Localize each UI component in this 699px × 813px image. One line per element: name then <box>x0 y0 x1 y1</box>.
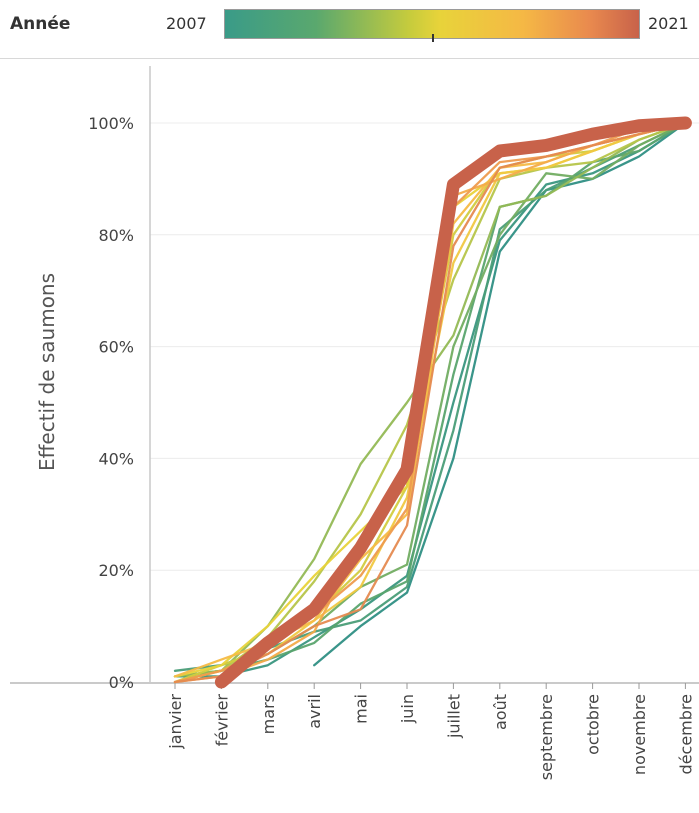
series-line-2021[interactable] <box>214 116 692 689</box>
x-tick-label: juillet <box>444 694 463 739</box>
x-tick-label: août <box>491 694 510 730</box>
x-tick-label: mars <box>259 694 278 734</box>
y-tick-label: 60% <box>98 338 134 357</box>
x-tick-label: avril <box>305 694 324 729</box>
y-axis-label: Effectif de saumons <box>35 273 59 471</box>
y-tick-label: 0% <box>109 673 134 692</box>
series-line-2015[interactable] <box>173 121 687 678</box>
series-line-2013[interactable] <box>173 121 687 684</box>
x-tick-labels: janvier février mars avril mai juin juillet aoû… <box>166 683 695 780</box>
legend-title: Année <box>10 14 71 34</box>
x-tick-label: mai <box>352 694 371 724</box>
x-tick-label: octobre <box>584 694 603 755</box>
series-line-2012[interactable] <box>173 121 687 678</box>
series-line-2011[interactable] <box>173 121 687 678</box>
y-tick-label: 40% <box>98 449 134 468</box>
x-tick-label: février <box>212 694 231 747</box>
series-line-2014[interactable] <box>173 121 687 684</box>
color-legend: Année 2007 2021 <box>0 0 699 60</box>
y-tick-label: 20% <box>98 561 134 580</box>
y-tick-label: 100% <box>88 114 134 133</box>
series-line-2009[interactable] <box>173 121 687 672</box>
legend-divider <box>0 58 699 59</box>
legend-max-label: 2021 <box>648 14 689 33</box>
series-line-2007[interactable] <box>313 121 687 667</box>
series-line-2017[interactable] <box>173 121 687 678</box>
x-tick-label: janvier <box>166 694 185 750</box>
series-lines <box>173 116 692 689</box>
x-tick-label: novembre <box>630 694 649 775</box>
x-tick-label: septembre <box>537 694 556 780</box>
legend-min-label: 2007 <box>166 14 207 33</box>
series-line-2008[interactable] <box>173 121 687 678</box>
series-line-2018[interactable] <box>173 121 687 684</box>
x-tick-label: juin <box>398 694 417 724</box>
series-line-2010[interactable] <box>173 121 687 678</box>
series-line-2019[interactable] <box>173 121 687 684</box>
series-line-2016[interactable] <box>173 121 687 684</box>
y-tick-labels: 0% 20% 40% 60% 80% 100% <box>88 114 134 692</box>
x-tick-label: décembre <box>676 694 695 774</box>
series-line-2020[interactable] <box>173 121 687 684</box>
y-tick-label: 80% <box>98 226 134 245</box>
legend-slider-marker[interactable] <box>432 34 434 42</box>
